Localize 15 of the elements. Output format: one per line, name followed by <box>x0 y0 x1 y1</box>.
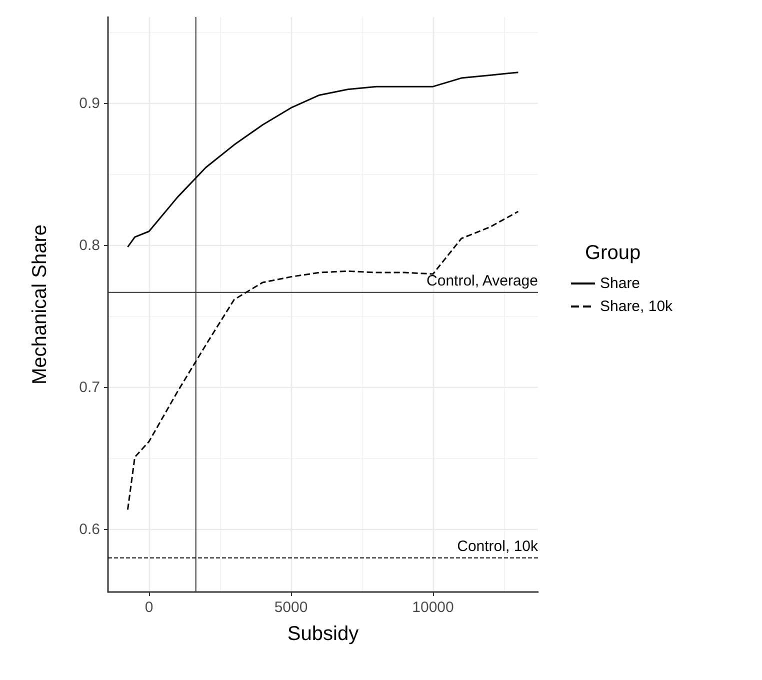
ref-line-label: Control, Average <box>426 272 538 290</box>
x-tick-label: 0 <box>144 599 154 616</box>
ref-line-label: Control, 10k <box>457 538 538 555</box>
line-series <box>126 72 519 248</box>
legend-label: Share <box>600 275 640 292</box>
y-tick-label: 0.6 <box>79 521 100 538</box>
y-tick-label: 0.9 <box>79 95 100 112</box>
legend-label: Share, 10k <box>600 298 674 315</box>
y-axis-title: Mechanical Share <box>29 224 51 385</box>
y-tick-label: 0.8 <box>79 237 100 254</box>
x-tick-label: 10000 <box>412 599 454 616</box>
x-tick-label: 5000 <box>274 599 308 616</box>
y-tick-label: 0.7 <box>79 379 100 396</box>
x-axis-title: Subsidy <box>287 623 359 645</box>
legend-title: Group <box>585 242 641 264</box>
